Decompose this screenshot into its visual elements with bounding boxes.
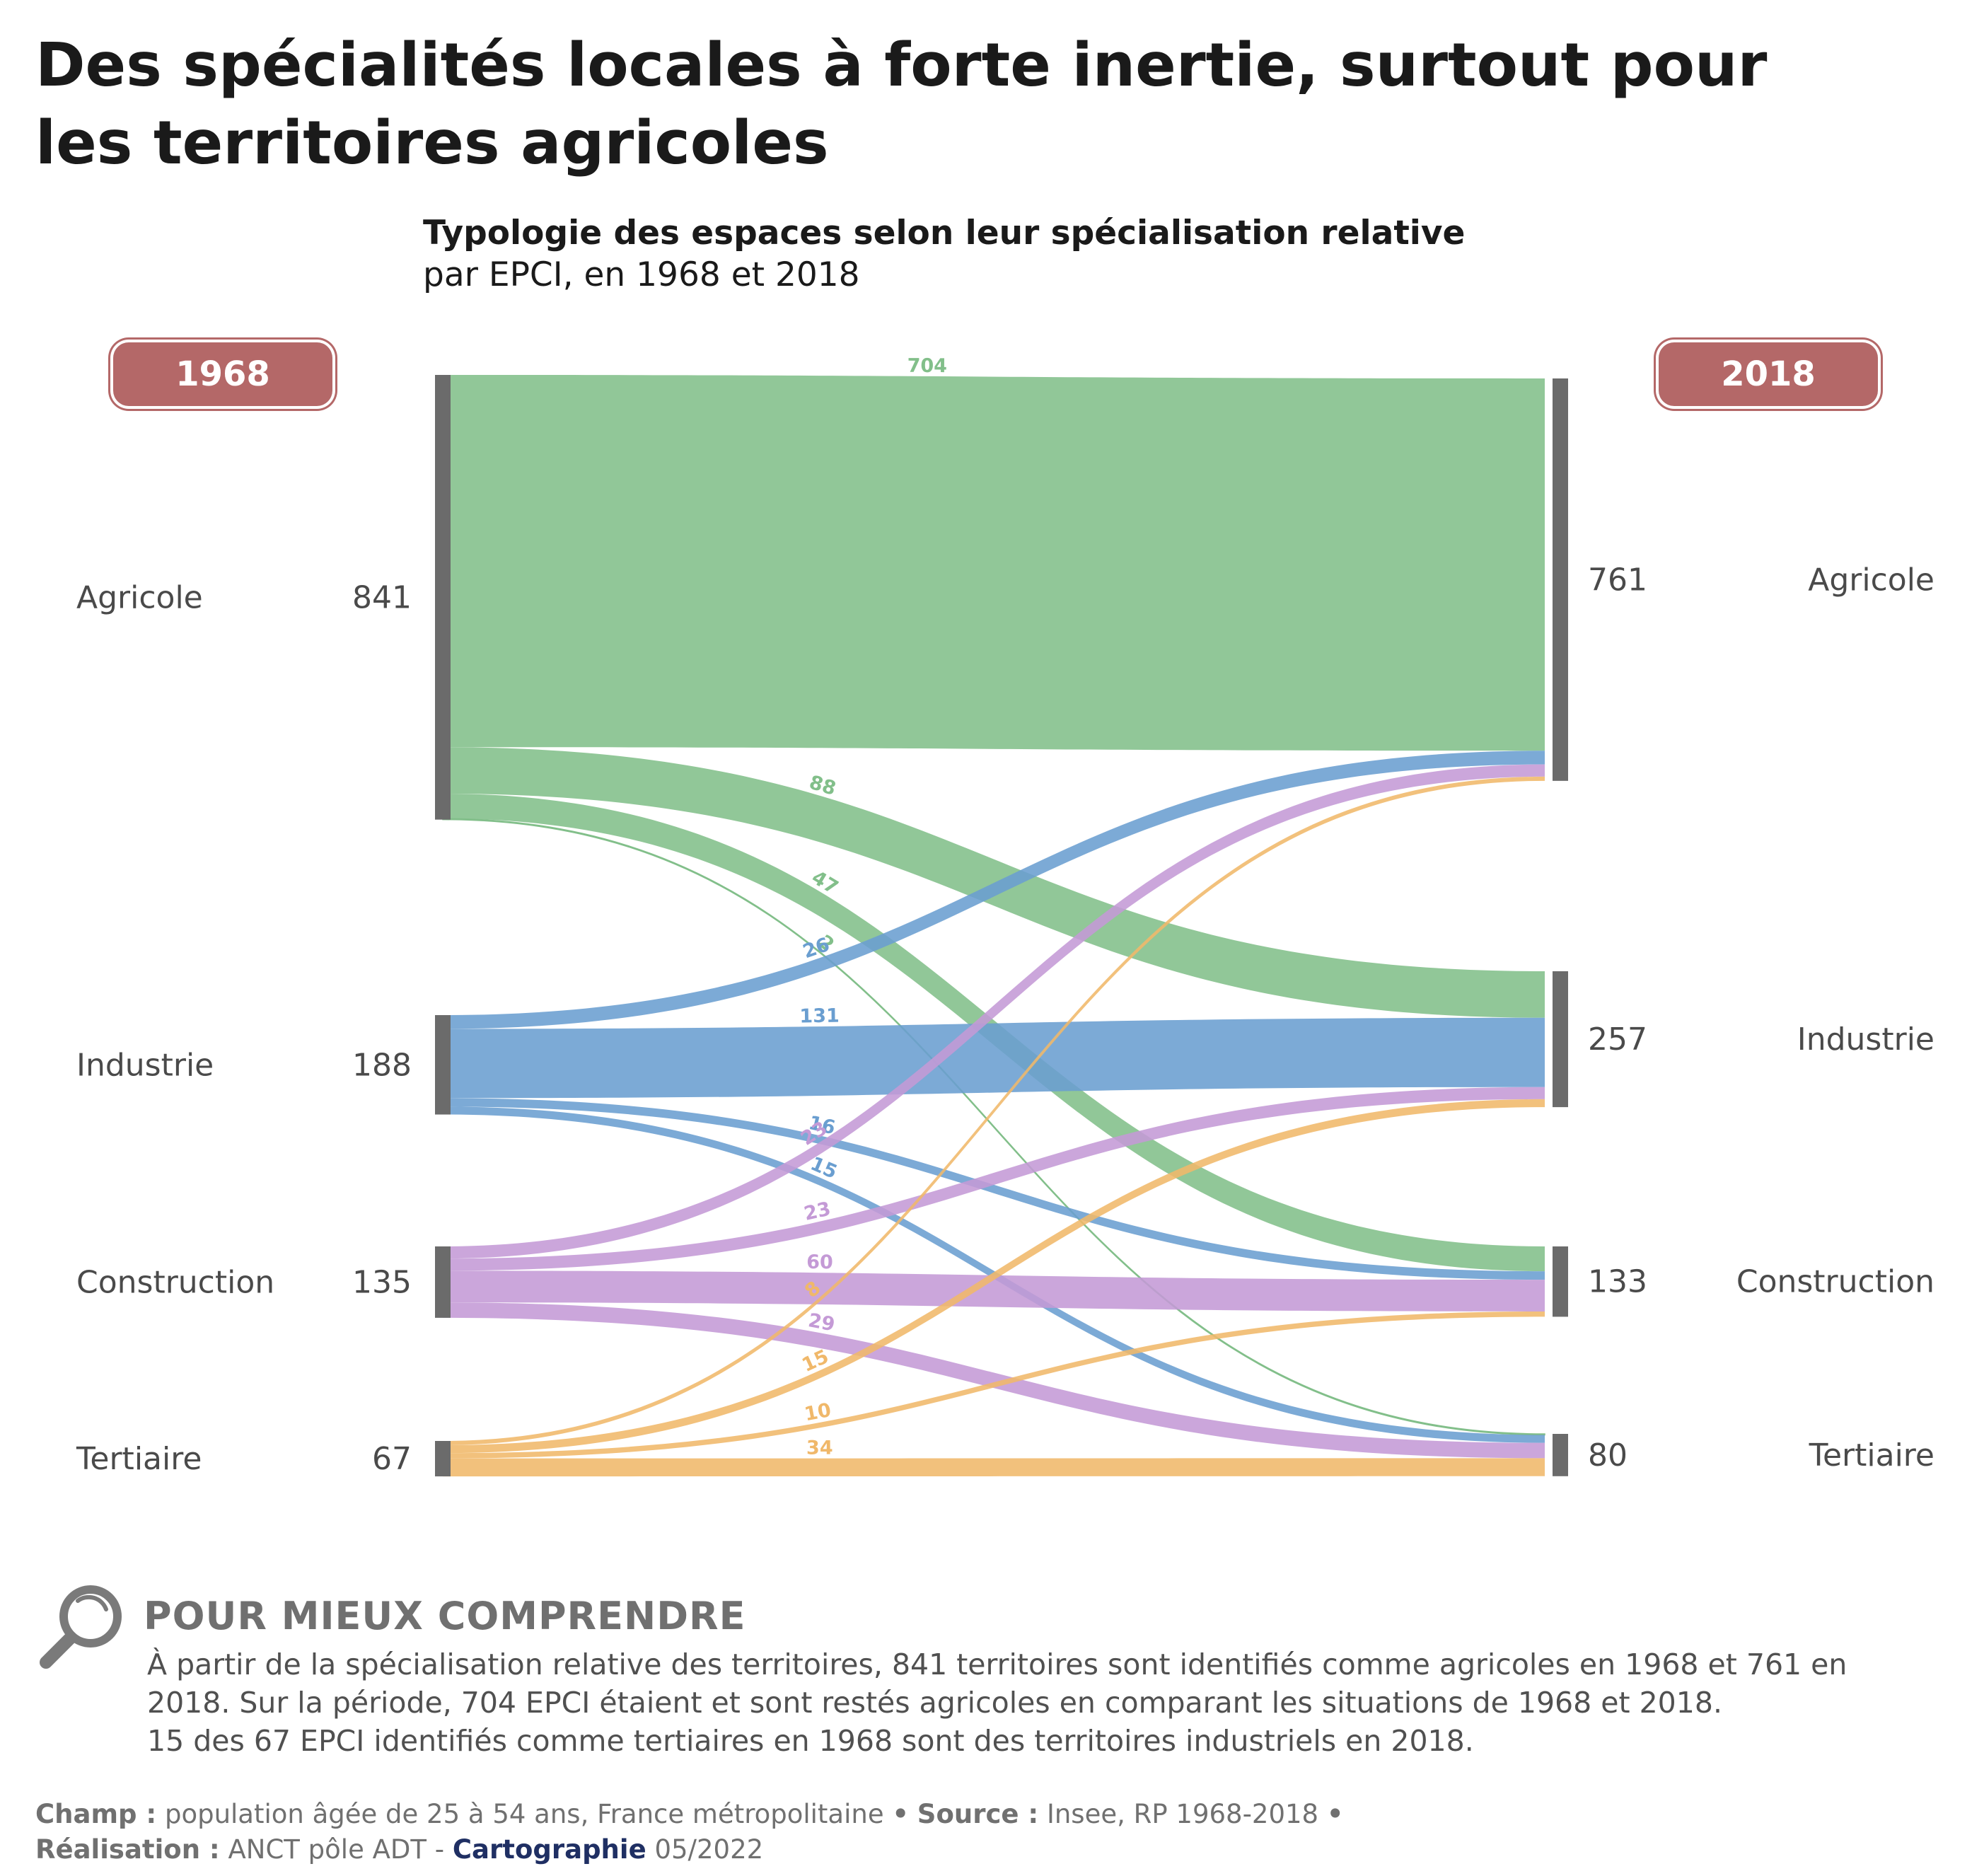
node-1968-construction bbox=[435, 1246, 451, 1318]
category-label-2018-industrie: Industrie bbox=[1797, 1021, 1934, 1058]
link-tertiaire-to-tertiaire bbox=[443, 1458, 1545, 1477]
node-value-1968-agricole: 841 bbox=[352, 579, 412, 615]
node-1968-industrie bbox=[435, 1015, 451, 1115]
subtitle-main: Typologie des espaces selon leur spécial… bbox=[423, 214, 1466, 253]
link-tertiaire-to-construction bbox=[443, 1311, 1545, 1459]
champ-text: population âgée de 25 à 54 ans, France m… bbox=[164, 1799, 884, 1829]
chart-title: Des spécialités locales à forte inertie,… bbox=[35, 30, 1768, 178]
sankey-chart: 70488472261311615232360298151034Agricole… bbox=[76, 355, 1934, 1477]
understand-line-1: À partir de la spécialisation relative d… bbox=[147, 1648, 1847, 1681]
footer-line-2: Réalisation : ANCT pôle ADT - Cartograph… bbox=[35, 1832, 1344, 1868]
sankey-labels: 70488472261311615232360298151034Agricole… bbox=[76, 355, 1934, 1477]
link-value-label: 60 bbox=[806, 1251, 833, 1273]
category-label-2018-agricole: Agricole bbox=[1808, 562, 1934, 598]
separator: • bbox=[892, 1799, 910, 1829]
link-construction-to-tertiaire bbox=[443, 1302, 1545, 1459]
link-tertiaire-to-agricole bbox=[443, 776, 1545, 1445]
category-label-1968-agricole: Agricole bbox=[76, 579, 203, 615]
node-1968-agricole bbox=[435, 375, 451, 820]
separator: • bbox=[1326, 1799, 1344, 1829]
category-label-1968-tertiaire: Tertiaire bbox=[76, 1441, 202, 1477]
link-industrie-to-industrie bbox=[443, 1017, 1545, 1099]
node-2018-agricole bbox=[1553, 378, 1568, 781]
node-2018-construction bbox=[1553, 1246, 1568, 1317]
subtitle-detail: par EPCI, en 1968 et 2018 bbox=[423, 255, 860, 294]
year-badge-right: 2018 bbox=[1659, 342, 1878, 406]
category-label-2018-construction: Construction bbox=[1736, 1264, 1934, 1300]
node-value-2018-industrie: 257 bbox=[1588, 1021, 1647, 1058]
understand-title: POUR MIEUX COMPRENDRE bbox=[144, 1594, 746, 1638]
link-agricole-to-tertiaire bbox=[442, 818, 1545, 1436]
node-value-1968-construction: 135 bbox=[352, 1264, 412, 1300]
source-text: Insee, RP 1968-2018 bbox=[1046, 1799, 1319, 1829]
understand-text: À partir de la spécialisation relative d… bbox=[147, 1645, 1958, 1760]
link-construction-to-agricole bbox=[443, 764, 1545, 1259]
source-label: Source : bbox=[917, 1799, 1039, 1829]
link-tertiaire-to-industrie bbox=[443, 1099, 1545, 1454]
node-1968-tertiaire bbox=[435, 1441, 451, 1477]
understand-line-2: 2018. Sur la période, 704 EPCI étaient e… bbox=[147, 1686, 1722, 1720]
chart-subtitle: Typologie des espaces selon leur spécial… bbox=[423, 212, 1465, 296]
node-2018-tertiaire bbox=[1553, 1434, 1568, 1476]
node-value-2018-tertiaire: 80 bbox=[1588, 1437, 1628, 1473]
footer: Champ : population âgée de 25 à 54 ans, … bbox=[35, 1797, 1344, 1868]
sankey-links bbox=[442, 375, 1545, 1477]
link-industrie-to-construction bbox=[443, 1098, 1545, 1280]
link-value-label: 10 bbox=[803, 1399, 833, 1425]
link-value-label: 131 bbox=[799, 1005, 840, 1028]
realisation-label: Réalisation : bbox=[35, 1834, 220, 1865]
node-value-1968-industrie: 188 bbox=[352, 1047, 412, 1083]
node-value-2018-construction: 133 bbox=[1588, 1264, 1647, 1300]
sankey-nodes bbox=[435, 375, 1568, 1477]
category-label-2018-tertiaire: Tertiaire bbox=[1809, 1437, 1934, 1473]
link-agricole-to-industrie bbox=[443, 747, 1545, 1018]
category-label-1968-industrie: Industrie bbox=[76, 1047, 214, 1083]
footer-line-1: Champ : population âgée de 25 à 54 ans, … bbox=[35, 1797, 1344, 1832]
footer-date: 05/2022 bbox=[654, 1834, 764, 1865]
link-industrie-to-agricole bbox=[443, 751, 1545, 1029]
link-value-label: 34 bbox=[806, 1437, 833, 1459]
year-badge-left: 1968 bbox=[113, 342, 332, 406]
link-construction-to-industrie bbox=[443, 1087, 1545, 1271]
cartographie-link[interactable]: Cartographie bbox=[452, 1834, 646, 1865]
node-value-1968-tertiaire: 67 bbox=[372, 1441, 412, 1477]
magnifier-icon bbox=[40, 1585, 122, 1669]
node-2018-industrie bbox=[1553, 971, 1568, 1108]
link-agricole-to-agricole bbox=[443, 375, 1545, 751]
link-construction-to-construction bbox=[443, 1270, 1545, 1312]
realisation-text: ANCT pôle ADT - bbox=[228, 1834, 445, 1865]
link-value-label: 29 bbox=[806, 1309, 837, 1336]
category-label-1968-construction: Construction bbox=[76, 1264, 274, 1300]
champ-label: Champ : bbox=[35, 1799, 157, 1829]
link-value-label: 704 bbox=[907, 355, 948, 377]
node-value-2018-agricole: 761 bbox=[1588, 562, 1647, 598]
understand-line-3: 15 des 67 EPCI identifiés comme tertiair… bbox=[147, 1724, 1474, 1758]
